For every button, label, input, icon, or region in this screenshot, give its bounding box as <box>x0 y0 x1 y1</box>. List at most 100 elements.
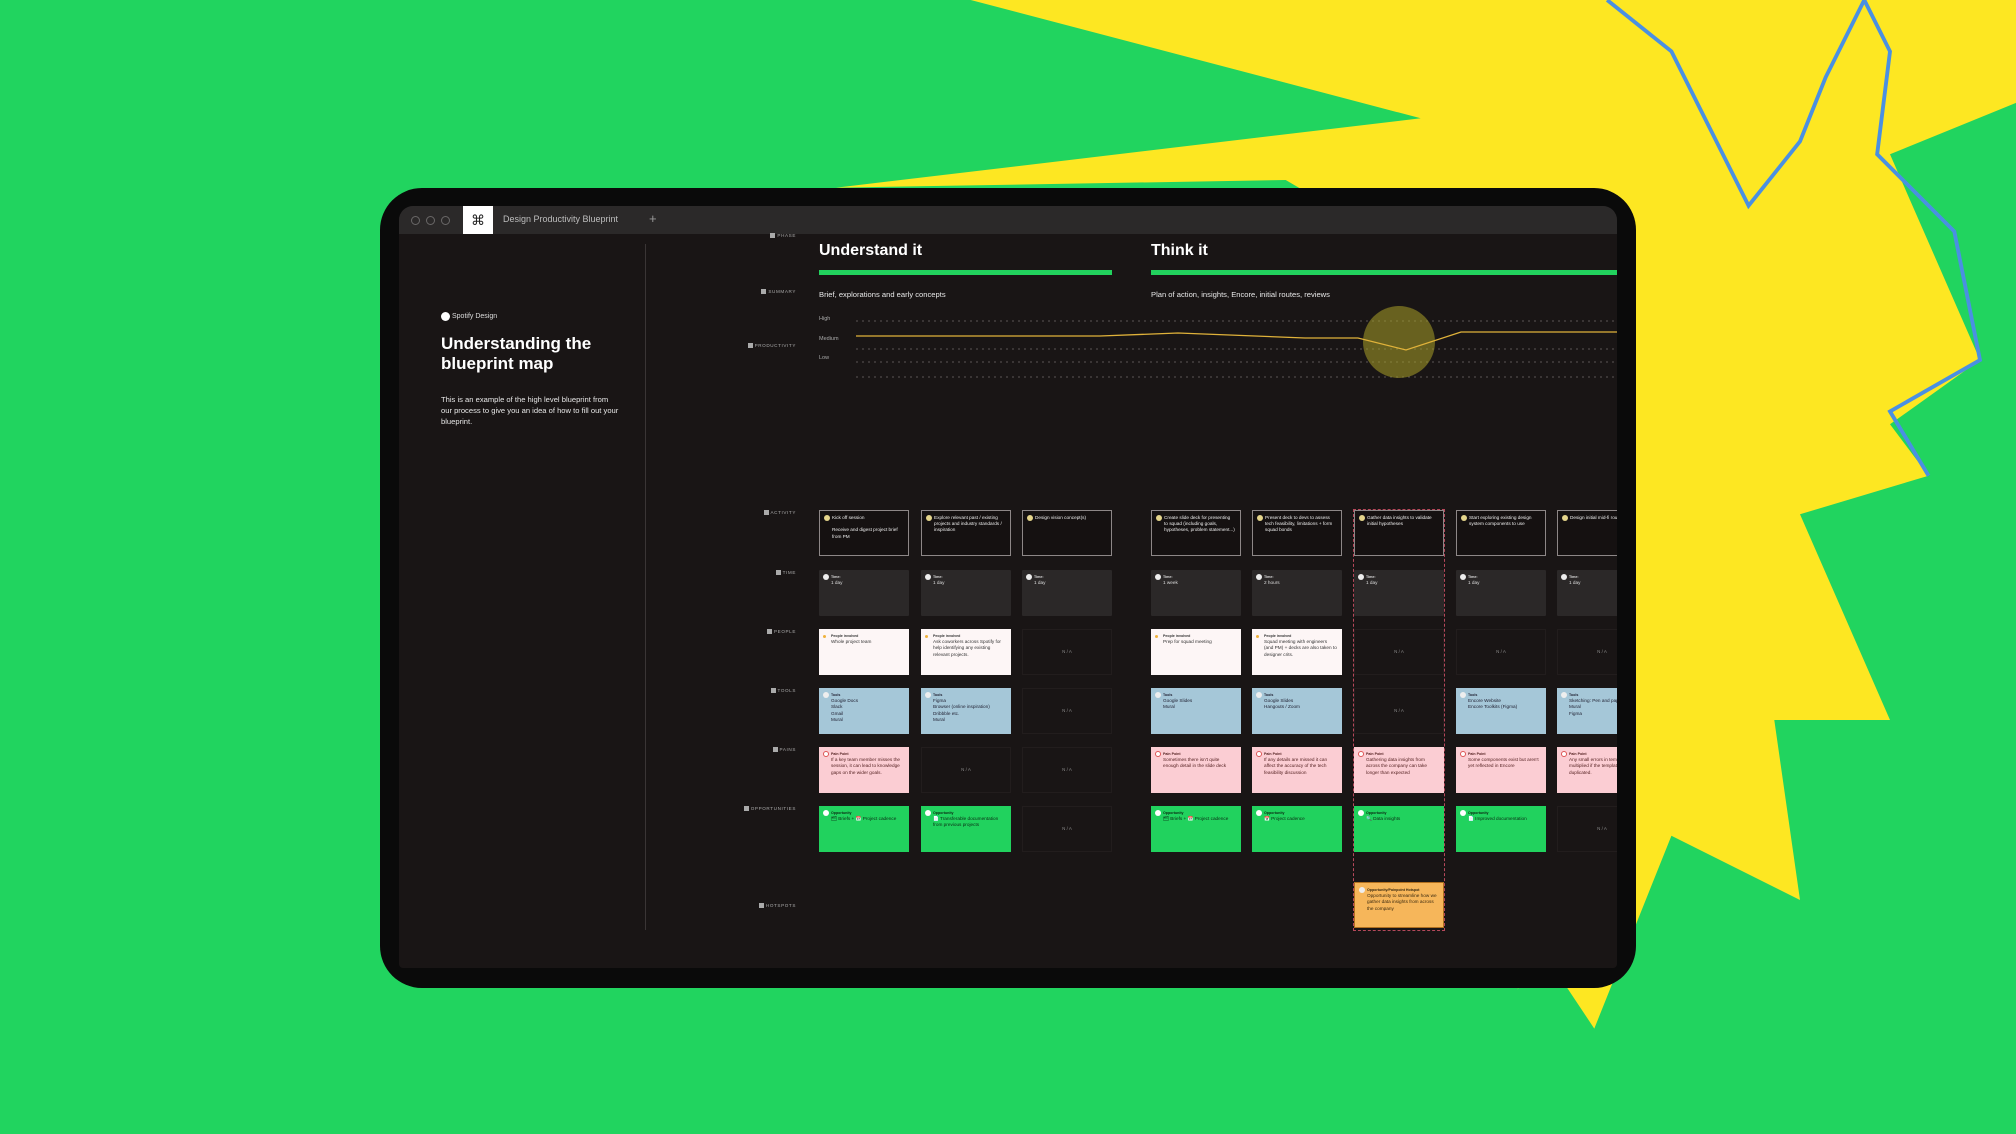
productivity-chart <box>856 306 1617 378</box>
tools-card[interactable]: Tools Google Docs Slack Gmail Mural <box>819 688 909 734</box>
pains-card[interactable]: Pain Point Sometimes there isn't quite en… <box>1151 747 1241 793</box>
opps-card[interactable]: Opportunity 🔍 Data insights <box>1354 806 1444 852</box>
time-icon <box>1155 574 1161 580</box>
opps-card[interactable]: Opportunity 🗂 Briefs + 📅 Project cadence <box>819 806 909 852</box>
activity-icon <box>1027 515 1033 521</box>
people-card[interactable]: People involved Ask coworkers across Spot… <box>921 629 1011 675</box>
hotspot-card[interactable]: Opportunity/Painpoint Hotspot Opportunity… <box>1354 882 1444 928</box>
spotify-icon <box>441 312 450 321</box>
pains-card[interactable]: Pain Point Gathering data insights from a… <box>1354 747 1444 793</box>
pains-icon <box>1155 751 1161 757</box>
row-label-time: TIME <box>775 570 796 575</box>
title-bar: ⌘ Design Productivity Blueprint + <box>399 206 1617 234</box>
na-cell[interactable]: N / A <box>1354 688 1444 734</box>
activity-card[interactable]: Present deck to devs to assess tech feas… <box>1252 510 1342 556</box>
time-card[interactable]: Time: 1 day <box>921 570 1011 616</box>
tools-card[interactable]: Tools Google Slides Mural <box>1151 688 1241 734</box>
activity-card[interactable]: Gather data insights to validate initial… <box>1354 510 1444 556</box>
card-header: Pain Point <box>1366 752 1384 756</box>
card-text: Google Slides Mural <box>1163 698 1193 710</box>
na-cell[interactable]: N / A <box>1456 629 1546 675</box>
activity-icon <box>1257 515 1263 521</box>
na-cell[interactable]: N / A <box>1022 747 1112 793</box>
na-cell[interactable]: N / A <box>1022 629 1112 675</box>
figma-icon[interactable]: ⌘ <box>463 206 493 234</box>
time-card[interactable]: Time: 1 week <box>1151 570 1241 616</box>
time-card[interactable]: Time: 1 day <box>1022 570 1112 616</box>
opps-card[interactable]: Opportunity 🗂 Briefs + 📅 Project cadence <box>1151 806 1241 852</box>
card-text: 1 day <box>1034 580 1046 586</box>
opps-card[interactable]: Opportunity 📄 Improved documentation <box>1456 806 1546 852</box>
card-header: Pain Point <box>1163 752 1181 756</box>
people-icon <box>925 635 928 638</box>
card-header: Pain Point <box>1569 752 1587 756</box>
opps-card[interactable]: Opportunity 📅 Project cadence <box>1252 806 1342 852</box>
activity-card[interactable]: Create slide deck for presenting to squa… <box>1151 510 1241 556</box>
pains-icon <box>823 751 829 757</box>
time-card[interactable]: Time: 1 day <box>1354 570 1444 616</box>
card-header: Tools <box>1163 693 1173 697</box>
row-marker-icon <box>747 343 753 348</box>
document-tab[interactable]: Design Productivity Blueprint <box>503 214 619 224</box>
card-text: If a key team member misses the session,… <box>831 757 901 775</box>
activity-card[interactable]: Start exploring existing design system c… <box>1456 510 1546 556</box>
time-card[interactable]: Time: 1 day <box>1456 570 1546 616</box>
card-text: Opportunity to streamline how we gather … <box>1367 893 1437 911</box>
activity-icon <box>824 515 830 521</box>
maximize-window-button[interactable] <box>441 216 450 225</box>
time-card[interactable]: Time: 1 day <box>1557 570 1617 616</box>
card-header: People involved <box>1264 634 1292 638</box>
tools-card[interactable]: Tools Figma Browser (online inspiration) … <box>921 688 1011 734</box>
hotspot-icon <box>1359 887 1365 893</box>
close-window-button[interactable] <box>411 216 420 225</box>
activity-card[interactable]: Explore relevant past / existing project… <box>921 510 1011 556</box>
na-cell[interactable]: N / A <box>1354 629 1444 675</box>
people-card[interactable]: People involved Whole project team <box>819 629 909 675</box>
card-header: People involved <box>831 634 859 638</box>
new-tab-button[interactable]: + <box>649 211 657 226</box>
na-text: N / A <box>1394 707 1404 713</box>
card-text: 1 day <box>933 580 945 586</box>
card-text: 🔍 Data insights <box>1366 816 1401 822</box>
time-card[interactable]: Time: 1 day <box>819 570 909 616</box>
minimize-window-button[interactable] <box>426 216 435 225</box>
activity-icon <box>926 515 932 521</box>
people-card[interactable]: People involved Prep for squad meeting <box>1151 629 1241 675</box>
pains-card[interactable]: Pain Point If any details are missed it c… <box>1252 747 1342 793</box>
people-card[interactable]: People involved Squad meeting with engine… <box>1252 629 1342 675</box>
row-label-text: HOTSPOTS <box>765 903 796 908</box>
na-text: N / A <box>1062 825 1072 831</box>
na-cell[interactable]: N / A <box>1022 806 1112 852</box>
na-cell[interactable]: N / A <box>1022 688 1112 734</box>
opps-card[interactable]: Opportunity 📄 Transferable documentation … <box>921 806 1011 852</box>
card-text: Figma Browser (online inspiration) Dribb… <box>933 698 990 722</box>
row-label-text: PHASE <box>777 233 796 238</box>
pains-card[interactable]: Pain Point If a key team member misses th… <box>819 747 909 793</box>
na-cell[interactable]: N / A <box>921 747 1011 793</box>
card-header: Tools <box>831 693 841 697</box>
time-icon <box>1256 574 1262 580</box>
activity-card[interactable]: Design vision concept(s) <box>1022 510 1112 556</box>
activity-card[interactable]: Design initial mid-fi routes <box>1557 510 1617 556</box>
activity-icon <box>1156 515 1162 521</box>
na-cell[interactable]: N / A <box>1557 806 1617 852</box>
time-card[interactable]: Time: 2 hours <box>1252 570 1342 616</box>
card-header: People involved <box>1163 634 1191 638</box>
productivity-level-high: High <box>819 316 831 322</box>
tools-icon <box>823 692 829 698</box>
card-text: Gather data insights to validate initial… <box>1367 515 1432 527</box>
card-text: 🗂 Briefs + 📅 Project cadence <box>1163 816 1229 822</box>
row-marker-icon <box>767 629 773 634</box>
row-label-text: OPPORTUNITIES <box>750 806 796 811</box>
pains-card[interactable]: Pain Point Some components exist but aren… <box>1456 747 1546 793</box>
row-label-text: PAINS <box>779 747 796 752</box>
pains-icon <box>1561 751 1567 757</box>
activity-card[interactable]: Kick off session Receive and digest proj… <box>819 510 909 556</box>
card-text: Explore relevant past / existing project… <box>934 515 1002 533</box>
na-cell[interactable]: N / A <box>1557 629 1617 675</box>
tools-card[interactable]: Tools Encore Website Encore Toolkits (Fig… <box>1456 688 1546 734</box>
productivity-level-low: Low <box>819 355 830 361</box>
tools-card[interactable]: Tools Google Slides Hangouts / Zoom <box>1252 688 1342 734</box>
